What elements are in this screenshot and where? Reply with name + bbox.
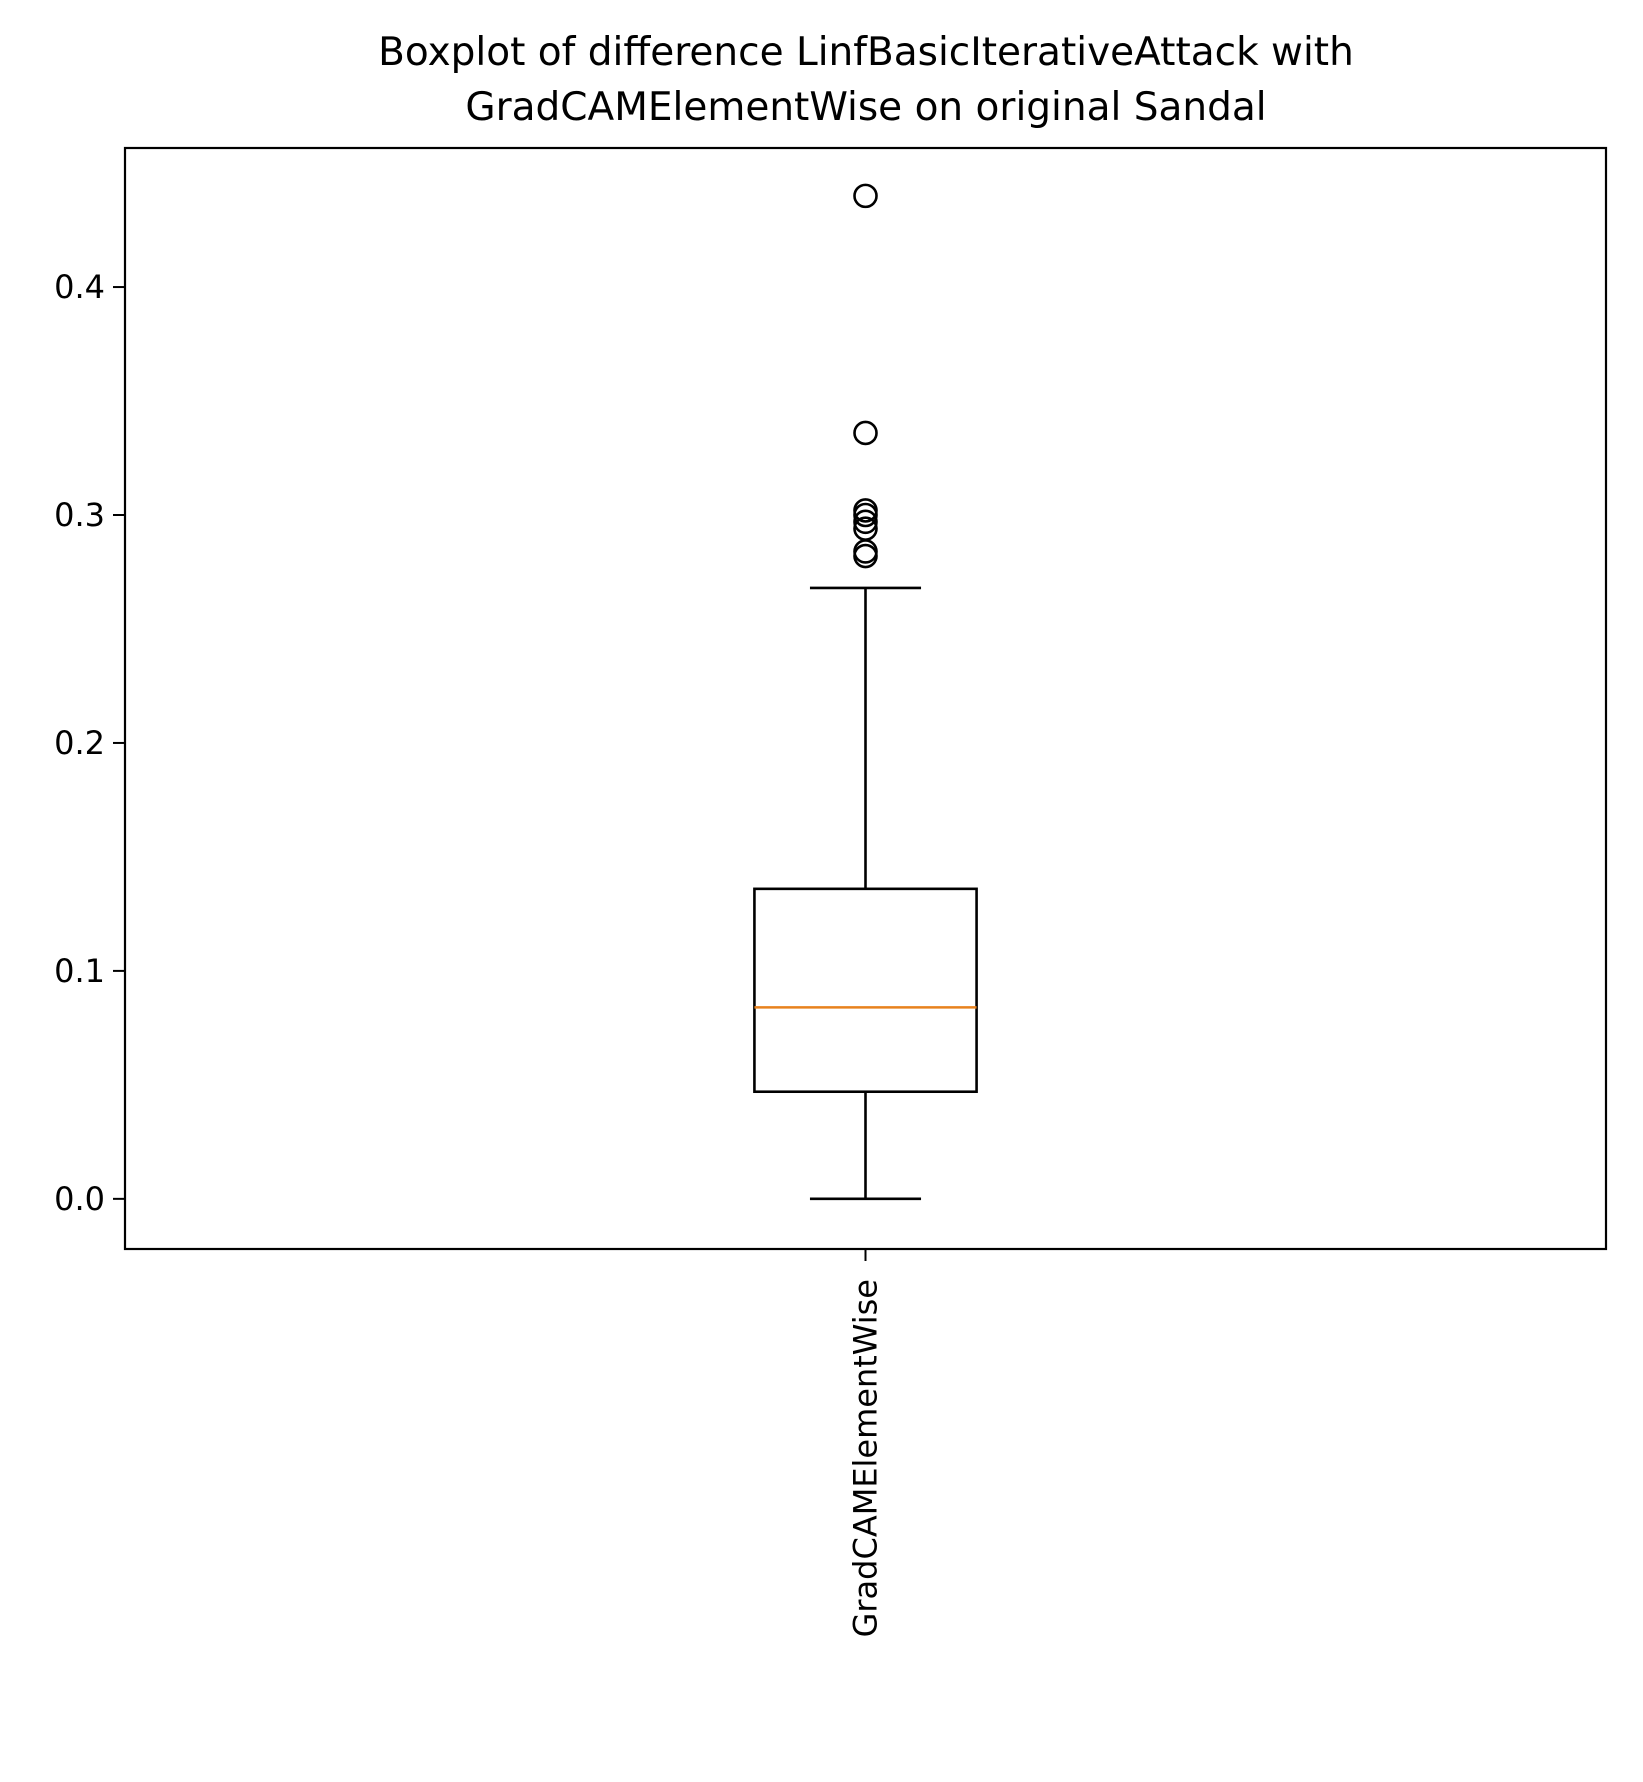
y-tick-label: 0.0 [54,1180,105,1218]
outlier-point [853,498,878,523]
y-tick-label: 0.4 [54,268,105,306]
outlier-point [853,420,878,446]
chart-title-line-2: GradCAMElementWise on original Sandal [465,85,1266,130]
outlier-point [853,516,878,541]
chart-title: Boxplot of difference LinfBasicIterative… [378,30,1354,130]
box-group [753,183,978,1201]
outlier-point [853,183,878,209]
y-tick-label: 0.2 [54,724,105,762]
y-tick-label: 0.1 [54,952,105,990]
chart-title-line-1: Boxplot of difference LinfBasicIterative… [378,30,1354,75]
outlier-point [853,509,878,535]
iqr-box [753,887,978,1094]
x-category-label: GradCAMElementWise [847,1279,885,1637]
y-tick-label: 0.3 [54,496,105,534]
